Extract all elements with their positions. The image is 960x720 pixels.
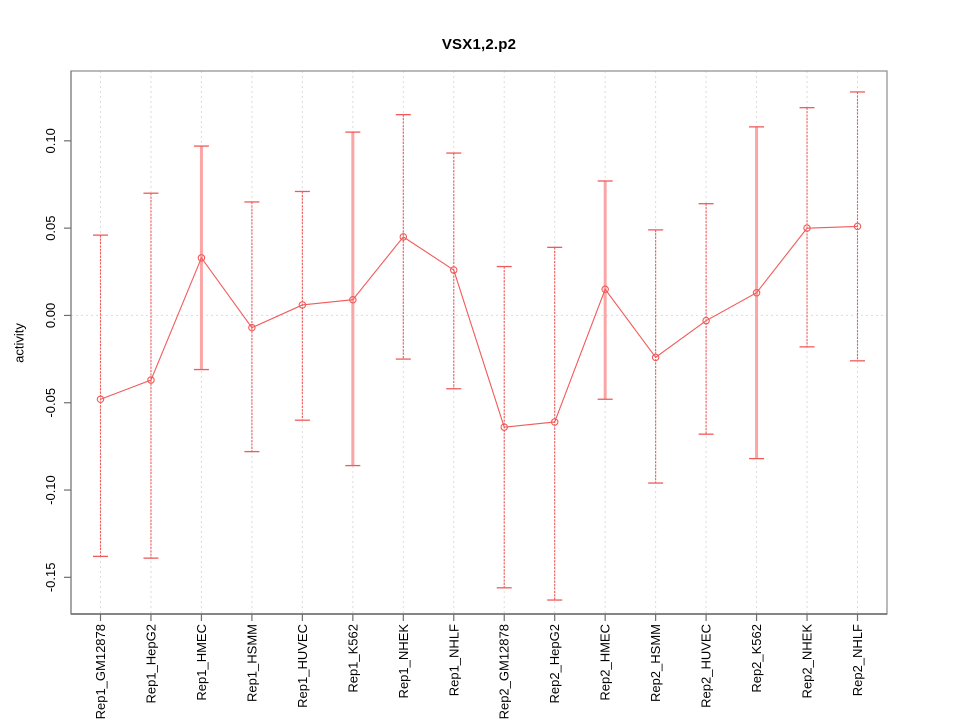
data-point <box>248 323 256 332</box>
error-bar <box>446 152 462 390</box>
x-tick-label: Rep2_NHEK <box>800 624 815 699</box>
data-point <box>500 423 508 431</box>
data-point <box>298 301 307 309</box>
data-point <box>601 285 609 293</box>
error-bar <box>244 201 260 453</box>
error-bar <box>698 203 714 435</box>
data-point <box>349 295 357 304</box>
x-tick-label: Rep1_HepG2 <box>143 624 158 704</box>
x-tick-label: Rep2_HMEC <box>598 624 613 701</box>
data-point <box>651 353 660 362</box>
y-tick-label: 0.00 <box>43 303 58 328</box>
error-bar <box>395 113 411 360</box>
data-point <box>702 316 710 325</box>
data-point <box>803 224 811 232</box>
chart-title: VSX1,2.p2 <box>441 36 517 53</box>
data-point <box>450 266 458 274</box>
x-tick-label: Rep2_HSMM <box>648 624 663 702</box>
error-bar <box>143 192 159 559</box>
error-bar <box>294 190 310 421</box>
x-tick-label: Rep1_HSMM <box>244 624 259 702</box>
x-tick-label: Rep2_HUVEC <box>699 624 714 708</box>
x-tick-label: Rep2_NHLF <box>850 624 865 696</box>
x-tick-label: Rep2_HepG2 <box>547 624 562 704</box>
x-tick-label: Rep2_GM12878 <box>497 624 512 719</box>
x-tick-label: Rep1_HUVEC <box>295 624 310 708</box>
y-tick-label: -0.05 <box>43 388 58 418</box>
y-tick-label: -0.10 <box>43 475 58 505</box>
x-tick-label: Rep1_K562 <box>345 624 360 693</box>
data-point <box>96 395 105 403</box>
data-point <box>399 233 408 241</box>
data-point <box>147 376 155 384</box>
error-bar <box>799 107 815 348</box>
x-tick-label: Rep1_GM12878 <box>93 624 108 719</box>
data-point <box>550 418 559 426</box>
data-point <box>752 288 761 297</box>
x-tick-label: Rep1_NHLF <box>446 624 461 696</box>
x-tick-label: Rep1_NHEK <box>396 624 411 699</box>
data-point <box>853 222 862 231</box>
y-tick-label: 0.10 <box>43 128 58 153</box>
series-line <box>100 225 858 428</box>
y-tick-label: -0.15 <box>43 563 58 593</box>
x-tick-label: Rep2_K562 <box>749 624 764 693</box>
error-bar <box>850 91 865 362</box>
x-tick-label: Rep1_HMEC <box>194 624 209 701</box>
error-bar <box>547 246 563 601</box>
data-point <box>197 254 206 262</box>
plot-border <box>70 70 888 615</box>
y-tick-label: 0.05 <box>43 215 58 240</box>
